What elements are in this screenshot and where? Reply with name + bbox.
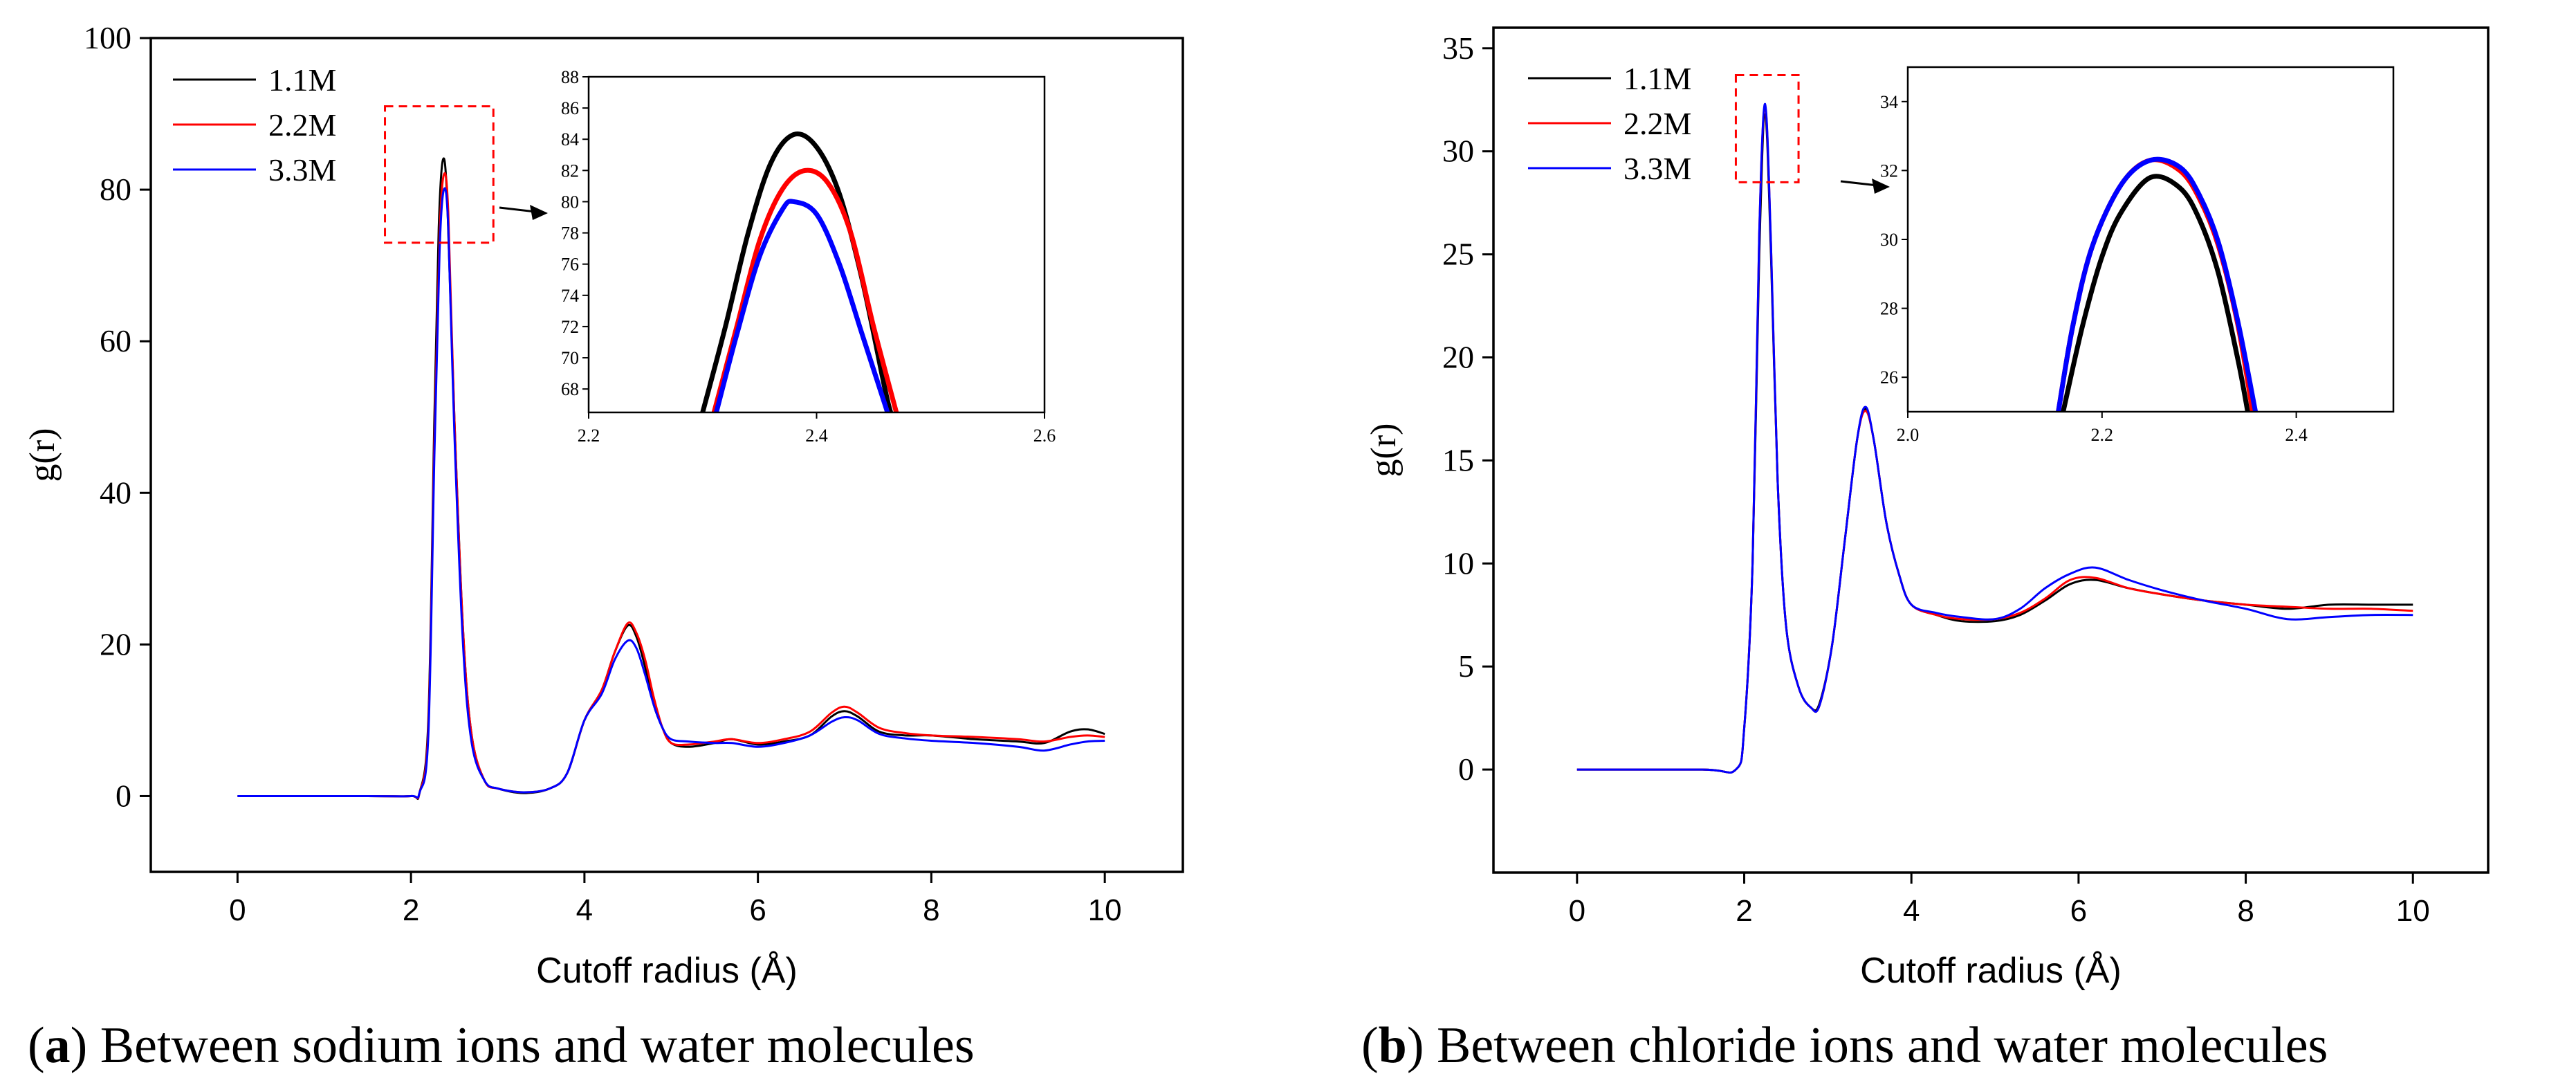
x-tick-label: 6 (749, 893, 766, 927)
inset-y-tick-label: 88 (561, 67, 579, 87)
inset-y-tick-label: 28 (1880, 299, 1898, 319)
x-tick-label: 0 (229, 893, 246, 927)
x-tick-label: 4 (576, 893, 593, 927)
caption-a-text: ) Between sodium ions and water molecule… (71, 1017, 975, 1074)
y-tick-label: 0 (116, 778, 131, 813)
x-tick-label: 2 (403, 893, 419, 927)
y-tick-label: 60 (100, 323, 131, 358)
series-line-3.3M (1576, 102, 2413, 774)
y-tick-label: 80 (100, 172, 131, 207)
inset-series-line-3.3M (2056, 156, 2258, 412)
caption-a: (a) Between sodium ions and water molecu… (28, 1017, 975, 1074)
inset-series-line-3.3M (714, 199, 890, 412)
x-tick-label: 2 (1736, 894, 1752, 928)
x-tick-label: 8 (2237, 894, 2254, 928)
inset-y-tick-label: 84 (561, 129, 579, 149)
caption-a-letter: a (45, 1017, 71, 1074)
inset-y-tick-label: 70 (561, 348, 579, 368)
inset-y-tick-label: 30 (1880, 230, 1898, 250)
inset-y-tick-label: 68 (561, 379, 579, 399)
caption-b-letter: b (1379, 1017, 1407, 1074)
inset-y-tick-label: 74 (561, 286, 579, 306)
x-tick-label: 10 (1088, 893, 1122, 927)
y-tick-label: 5 (1458, 648, 1474, 684)
x-tick-label: 10 (2396, 894, 2430, 928)
inset-x-tick-label: 2.2 (2091, 425, 2114, 445)
y-tick-label: 35 (1442, 30, 1474, 66)
plot-frame (1492, 26, 2490, 874)
x-tick-label: 4 (1903, 894, 1920, 928)
series-line-3.3M (237, 187, 1105, 799)
inset-y-tick-label: 78 (561, 224, 579, 244)
inset-x-tick-label: 2.2 (578, 426, 600, 446)
zoom-box (384, 105, 495, 244)
plot-frame (149, 37, 1184, 873)
y-axis-label: g(r) (23, 428, 62, 482)
y-tick-label: 100 (84, 20, 131, 55)
x-tick-label: 8 (923, 893, 939, 927)
legend-label-3.3M: 3.3M (1623, 151, 1691, 186)
legend-label-1.1M: 1.1M (268, 62, 336, 98)
inset-series-line-1.1M (2061, 174, 2250, 412)
inset-y-tick-label: 34 (1880, 92, 1898, 112)
inset-x-tick-label: 2.4 (805, 426, 828, 446)
arrow-head (1872, 179, 1890, 194)
inset-background (589, 77, 1045, 412)
y-tick-label: 20 (100, 626, 131, 662)
arrow-head (530, 205, 548, 220)
x-tick-label: 0 (1569, 894, 1585, 928)
x-axis-label: Cutoff radius (Å) (1860, 951, 2122, 991)
zoom-box (1734, 73, 1800, 183)
legend-label-3.3M: 3.3M (268, 152, 336, 188)
y-tick-label: 40 (100, 475, 131, 510)
y-tick-label: 30 (1442, 134, 1474, 169)
inset-y-tick-label: 32 (1880, 161, 1898, 181)
inset-y-tick-label: 82 (561, 161, 579, 181)
y-tick-label: 10 (1442, 545, 1474, 581)
y-tick-label: 0 (1458, 751, 1474, 787)
inset-y-tick-label: 76 (561, 255, 579, 275)
inset-background (1908, 67, 2393, 412)
inset-x-tick-label: 2.6 (1033, 426, 1056, 446)
x-tick-label: 6 (2070, 894, 2087, 928)
inset-x-tick-label: 2.0 (1897, 425, 1920, 445)
legend-label-2.2M: 2.2M (268, 107, 336, 143)
legend-label-2.2M: 2.2M (1623, 106, 1691, 141)
inset-y-tick-label: 72 (561, 317, 579, 337)
inset-y-tick-label: 86 (561, 98, 579, 118)
x-axis-label: Cutoff radius (Å) (536, 951, 798, 991)
caption-b-text: ) Between chloride ions and water molecu… (1407, 1017, 2328, 1074)
panel-b: 0 2 4 6 8 10 0 5 10 15 20 25 30 35 Cutoff radius (Å) g(… (1364, 26, 2490, 991)
inset-x-tick-label: 2.4 (2285, 425, 2308, 445)
y-tick-label: 25 (1442, 237, 1474, 272)
inset-y-tick-label: 26 (1880, 367, 1898, 388)
arrow-shaft (1840, 180, 1878, 187)
caption-b: (b) Between chloride ions and water mole… (1361, 1017, 2328, 1074)
y-tick-label: 20 (1442, 339, 1474, 374)
inset-y-tick-label: 80 (561, 192, 579, 212)
legend-label-1.1M: 1.1M (1623, 61, 1691, 96)
arrow-shaft (499, 206, 536, 213)
y-tick-label: 15 (1442, 442, 1474, 477)
y-axis-label: g(r) (1364, 423, 1404, 477)
